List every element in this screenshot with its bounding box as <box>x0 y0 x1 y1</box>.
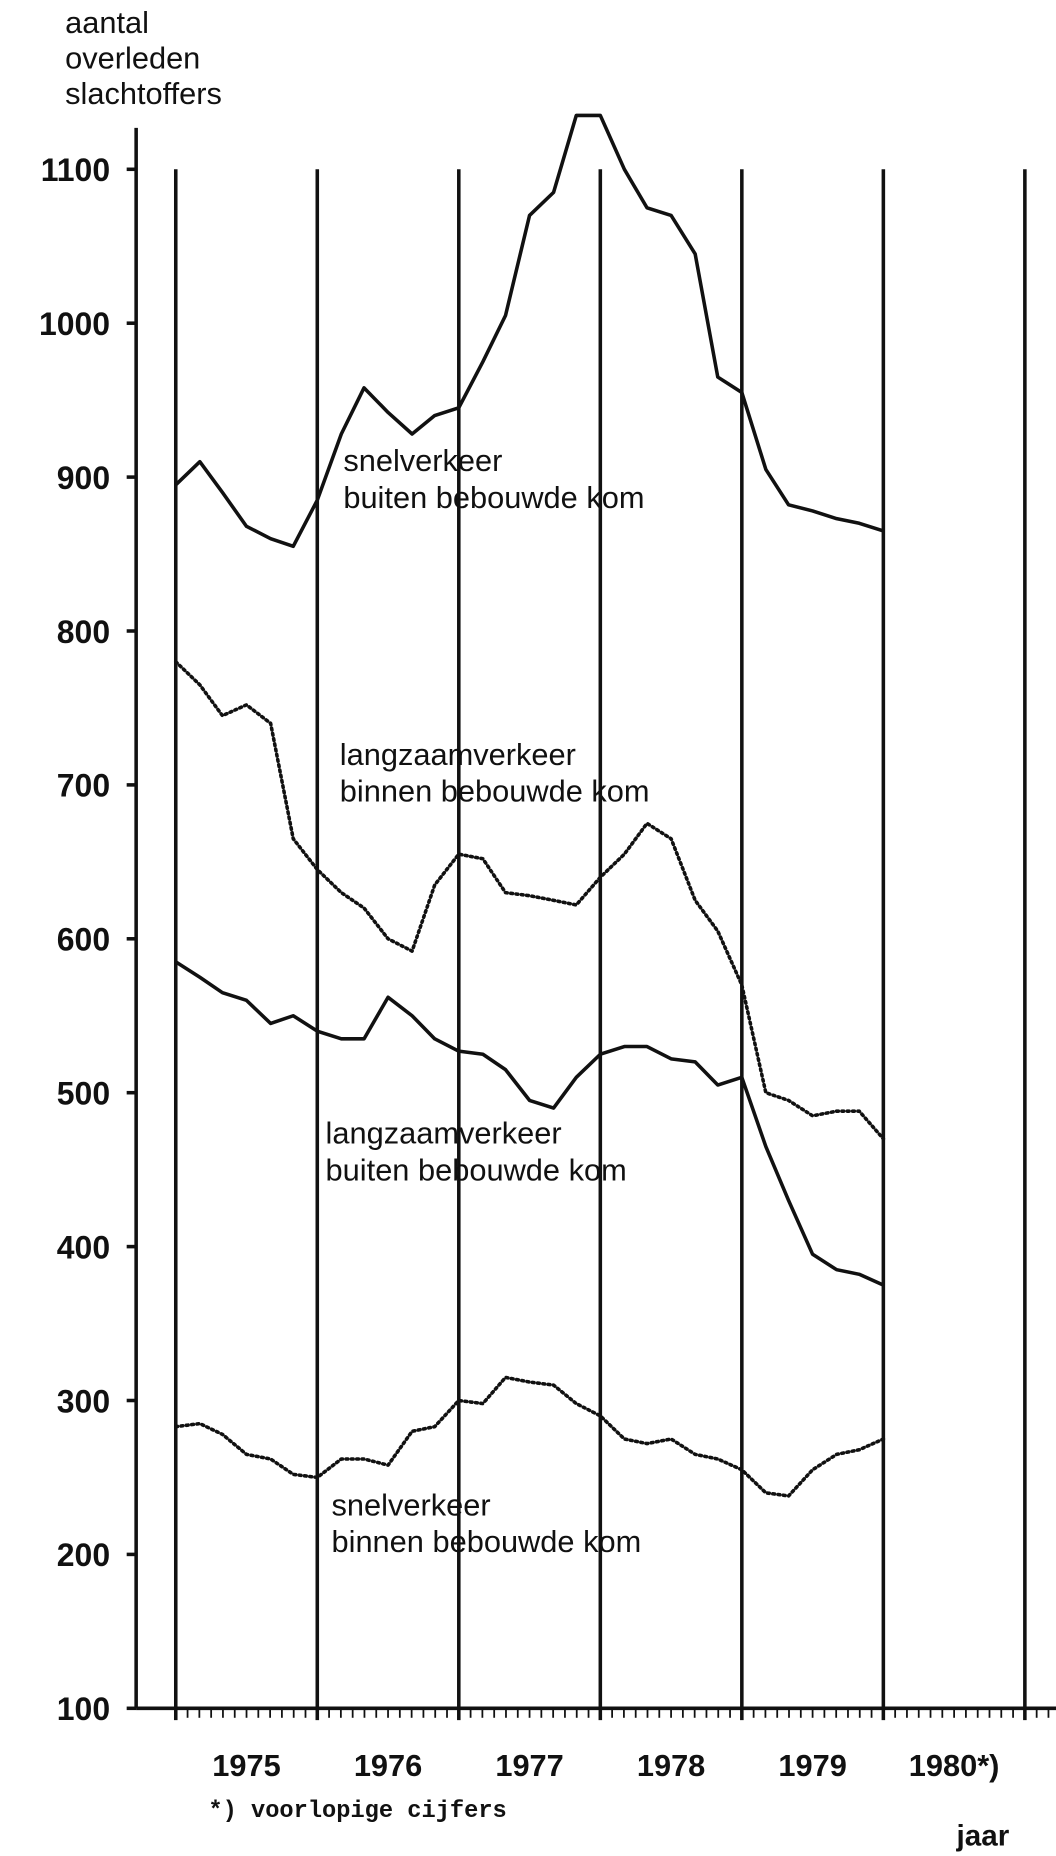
y-tick-label: 1000 <box>39 306 110 342</box>
y-tick-label: 400 <box>57 1229 110 1265</box>
y-tick-label: 200 <box>57 1537 110 1573</box>
y-tick-label: 500 <box>57 1076 110 1112</box>
series-label: langzaamverkeer buiten bebouwde kom <box>325 1115 627 1188</box>
x-tick-label: 1977 <box>495 1748 563 1783</box>
series-line <box>174 660 886 1141</box>
x-tick-label: 1976 <box>354 1748 422 1783</box>
footnote: *) voorlopige cijfers <box>208 1798 507 1826</box>
y-tick-label: 300 <box>57 1383 110 1419</box>
y-axis-title: aantal overleden slachtoffers <box>65 4 222 112</box>
x-tick-label: 1975 <box>212 1748 280 1783</box>
y-tick-label: 900 <box>57 460 110 496</box>
y-tick-label: 100 <box>57 1691 110 1727</box>
x-tick-label: 1978 <box>637 1748 705 1783</box>
series-line <box>174 960 885 1287</box>
series-label: snelverkeer buiten bebouwde kom <box>343 442 645 515</box>
y-tick-label: 1100 <box>41 152 110 188</box>
y-tick-label: 700 <box>57 768 110 804</box>
y-tick-label: 800 <box>57 614 110 650</box>
x-tick-label: 1979 <box>778 1748 846 1783</box>
x-axis-title: jaar <box>956 1819 1010 1853</box>
series-label: langzaamverkeer binnen bebouwde kom <box>339 736 650 809</box>
y-tick-label: 600 <box>57 922 110 958</box>
x-tick-label: 1980*) <box>909 1748 1000 1783</box>
series-label: snelverkeer binnen bebouwde kom <box>331 1486 642 1560</box>
series-line <box>174 113 884 549</box>
series-line <box>174 1375 886 1498</box>
